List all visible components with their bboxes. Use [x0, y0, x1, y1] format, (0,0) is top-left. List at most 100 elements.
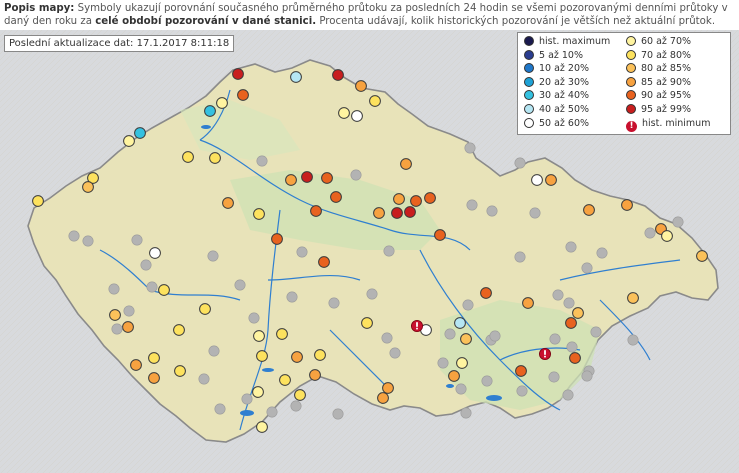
- station-marker[interactable]: [310, 205, 322, 217]
- station-marker[interactable]: [548, 371, 560, 383]
- station-marker[interactable]: [253, 330, 265, 342]
- station-marker[interactable]: [424, 192, 436, 204]
- station-marker[interactable]: [140, 259, 152, 271]
- station-marker[interactable]: [131, 234, 143, 246]
- station-marker[interactable]: [531, 174, 543, 186]
- station-marker[interactable]: [661, 230, 673, 242]
- station-marker[interactable]: [276, 328, 288, 340]
- station-marker[interactable]: [309, 369, 321, 381]
- station-marker[interactable]: [134, 127, 146, 139]
- station-marker[interactable]: [199, 303, 211, 315]
- station-marker[interactable]: [82, 181, 94, 193]
- station-marker[interactable]: [216, 97, 228, 109]
- station-marker[interactable]: [455, 383, 467, 395]
- station-marker[interactable]: [565, 241, 577, 253]
- station-marker[interactable]: [373, 207, 385, 219]
- station-marker[interactable]: [350, 169, 362, 181]
- station-marker[interactable]: [434, 229, 446, 241]
- station-marker[interactable]: [266, 406, 278, 418]
- station-marker[interactable]: [109, 309, 121, 321]
- station-marker[interactable]: [318, 256, 330, 268]
- station-marker[interactable]: [569, 352, 581, 364]
- station-marker[interactable]: [545, 174, 557, 186]
- station-marker[interactable]: [400, 158, 412, 170]
- station-marker[interactable]: [391, 207, 403, 219]
- station-marker[interactable]: [456, 357, 468, 369]
- station-marker[interactable]: [328, 297, 340, 309]
- station-marker[interactable]: [182, 151, 194, 163]
- station-marker[interactable]: [696, 250, 708, 262]
- station-marker[interactable]: [108, 283, 120, 295]
- station-marker[interactable]: [148, 372, 160, 384]
- station-marker[interactable]: [454, 317, 466, 329]
- station-marker[interactable]: [174, 365, 186, 377]
- station-marker[interactable]: [290, 71, 302, 83]
- station-marker[interactable]: [565, 317, 577, 329]
- station-marker[interactable]: [111, 323, 123, 335]
- station-marker[interactable]: [404, 206, 416, 218]
- station-marker[interactable]: [516, 385, 528, 397]
- station-marker[interactable]: [552, 289, 564, 301]
- station-marker[interactable]: [581, 262, 593, 274]
- station-marker[interactable]: [209, 152, 221, 164]
- station-marker[interactable]: [271, 233, 283, 245]
- station-marker[interactable]: [410, 195, 422, 207]
- station-marker[interactable]: [437, 357, 449, 369]
- station-marker[interactable]: [462, 299, 474, 311]
- station-marker[interactable]: [338, 107, 350, 119]
- station-marker[interactable]: [241, 393, 253, 405]
- station-marker[interactable]: [148, 352, 160, 364]
- station-marker[interactable]: [514, 157, 526, 169]
- station-marker[interactable]: [286, 291, 298, 303]
- station-marker[interactable]: [361, 317, 373, 329]
- station-marker[interactable]: [314, 349, 326, 361]
- station-marker[interactable]: [207, 250, 219, 262]
- station-marker[interactable]: [87, 172, 99, 184]
- station-marker[interactable]: [515, 365, 527, 377]
- station-marker[interactable]: [562, 389, 574, 401]
- station-marker[interactable]: [158, 284, 170, 296]
- station-marker[interactable]: [381, 332, 393, 344]
- station-marker[interactable]: [332, 69, 344, 81]
- station-marker[interactable]: [232, 68, 244, 80]
- station-marker[interactable]: [549, 333, 561, 345]
- station-marker[interactable]: [204, 105, 216, 117]
- station-marker[interactable]: [377, 392, 389, 404]
- station-marker[interactable]: [291, 351, 303, 363]
- station-marker[interactable]: [563, 297, 575, 309]
- station-marker[interactable]: [621, 199, 633, 211]
- station-marker[interactable]: [627, 292, 639, 304]
- station-marker[interactable]: [68, 230, 80, 242]
- station-marker[interactable]: [366, 288, 378, 300]
- station-marker[interactable]: [332, 408, 344, 420]
- station-marker[interactable]: [123, 305, 135, 317]
- station-marker[interactable]: [173, 324, 185, 336]
- station-marker[interactable]: [330, 191, 342, 203]
- station-marker[interactable]: [198, 373, 210, 385]
- station-marker[interactable]: [383, 245, 395, 257]
- station-marker[interactable]: [448, 370, 460, 382]
- station-marker[interactable]: [522, 297, 534, 309]
- station-marker[interactable]: [480, 287, 492, 299]
- station-marker[interactable]: [285, 174, 297, 186]
- station-marker[interactable]: [382, 382, 394, 394]
- station-marker[interactable]: [460, 407, 472, 419]
- station-marker[interactable]: [253, 208, 265, 220]
- station-marker[interactable]: [256, 350, 268, 362]
- station-marker[interactable]: [82, 235, 94, 247]
- station-marker[interactable]: [214, 403, 226, 415]
- station-marker[interactable]: [123, 135, 135, 147]
- station-marker[interactable]: [146, 281, 158, 293]
- map-area[interactable]: [0, 30, 739, 473]
- station-marker[interactable]: [279, 374, 291, 386]
- station-hist-min-marker[interactable]: [410, 319, 423, 332]
- station-marker[interactable]: [566, 341, 578, 353]
- station-marker[interactable]: [590, 326, 602, 338]
- station-marker[interactable]: [208, 345, 220, 357]
- station-markers[interactable]: [32, 68, 708, 433]
- station-marker[interactable]: [583, 204, 595, 216]
- station-marker[interactable]: [389, 347, 401, 359]
- station-marker[interactable]: [460, 333, 472, 345]
- station-marker[interactable]: [237, 89, 249, 101]
- station-marker[interactable]: [393, 193, 405, 205]
